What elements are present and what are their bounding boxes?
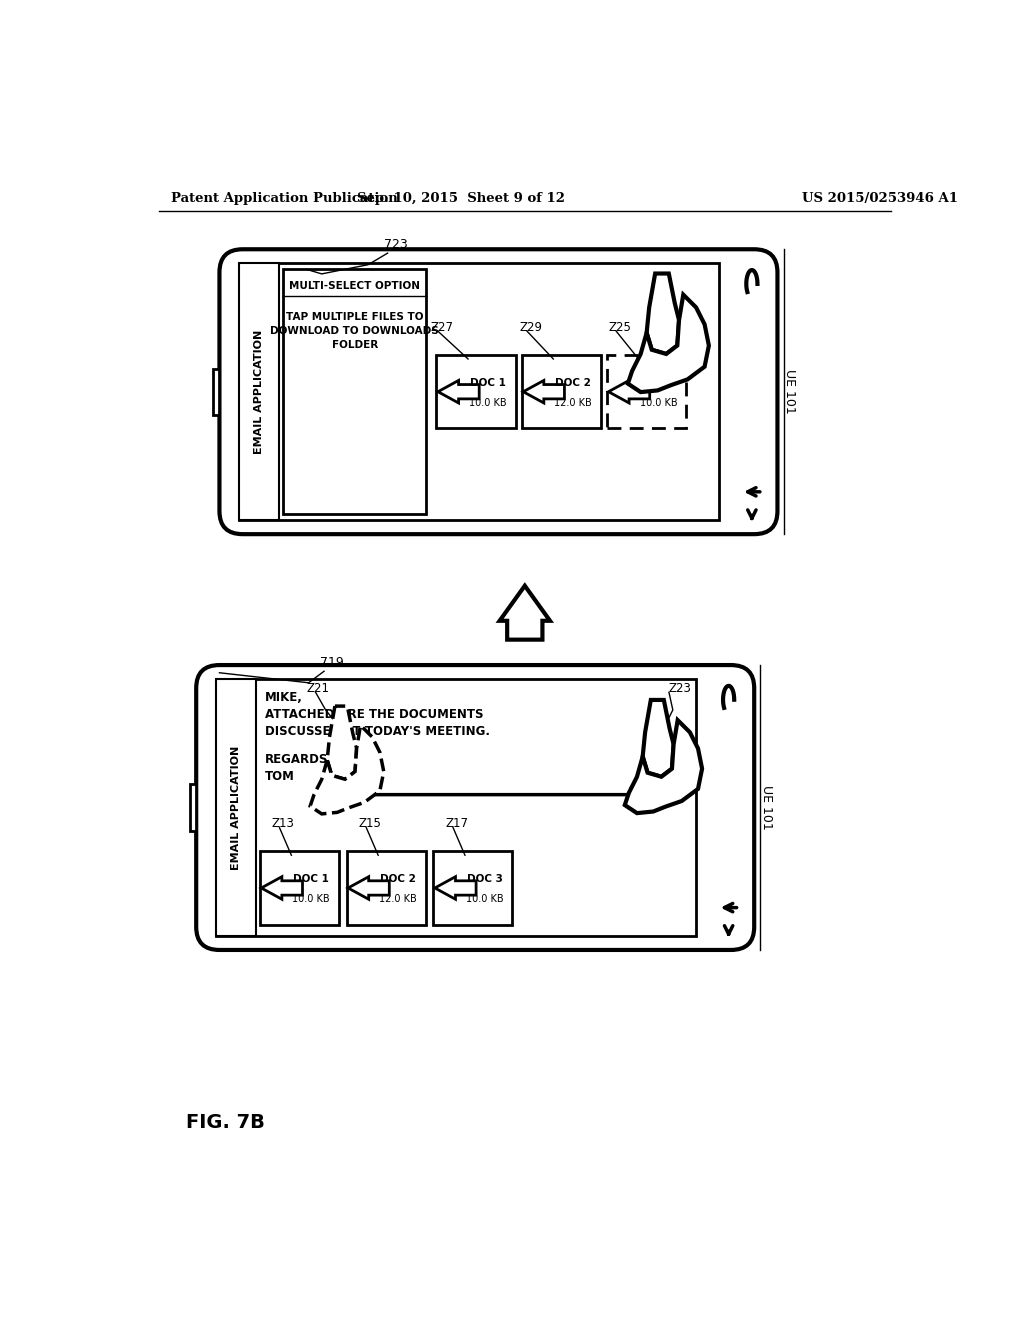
Text: 723: 723 [384, 238, 408, 251]
Text: ATTACHED ARE THE DOCUMENTS
DISCUSSED AT TODAY'S MEETING.: ATTACHED ARE THE DOCUMENTS DISCUSSED AT … [265, 708, 490, 738]
Polygon shape [646, 273, 679, 354]
Text: DOC 1: DOC 1 [470, 378, 506, 388]
Text: TAP MULTIPLE FILES TO
DOWNLOAD TO DOWNLOADS
FOLDER: TAP MULTIPLE FILES TO DOWNLOAD TO DOWNLO… [270, 312, 439, 350]
Text: DOC 1: DOC 1 [293, 874, 329, 884]
Text: Z27: Z27 [430, 321, 454, 334]
Bar [521, 355, 601, 428]
Bar [346, 851, 426, 924]
Bar [239, 263, 719, 520]
Bar [216, 678, 256, 936]
Bar [283, 269, 426, 515]
Text: DOC 2: DOC 2 [380, 874, 416, 884]
Bar [239, 263, 280, 520]
Bar [190, 784, 197, 830]
Text: DOC 3: DOC 3 [640, 378, 676, 388]
Text: Z23: Z23 [669, 681, 692, 694]
Text: 12.0 KB: 12.0 KB [379, 894, 417, 904]
Polygon shape [500, 586, 550, 640]
Text: MIKE,: MIKE, [265, 692, 303, 705]
Text: EMAIL APPLICATION: EMAIL APPLICATION [230, 746, 241, 870]
Polygon shape [628, 294, 709, 392]
Polygon shape [310, 726, 384, 814]
Bar [607, 355, 686, 428]
Bar [213, 368, 219, 414]
FancyBboxPatch shape [197, 665, 755, 950]
Polygon shape [608, 380, 649, 403]
Text: DOC 3: DOC 3 [467, 874, 503, 884]
Text: 10.0 KB: 10.0 KB [640, 397, 677, 408]
Text: UE 101: UE 101 [783, 370, 797, 414]
Polygon shape [438, 380, 479, 403]
Bar [436, 355, 515, 428]
Polygon shape [435, 876, 476, 899]
FancyBboxPatch shape [219, 249, 777, 535]
Text: Z29: Z29 [519, 321, 543, 334]
Bar [216, 678, 696, 936]
Text: Z21: Z21 [306, 681, 330, 694]
Text: MULTI-SELECT OPTION: MULTI-SELECT OPTION [289, 281, 420, 292]
Text: UE 101: UE 101 [760, 785, 773, 830]
Text: FIG. 7B: FIG. 7B [186, 1113, 265, 1133]
Text: 10.0 KB: 10.0 KB [466, 894, 504, 904]
Text: 719: 719 [321, 656, 344, 669]
Text: Patent Application Publication: Patent Application Publication [171, 191, 397, 205]
Text: Z25: Z25 [608, 321, 632, 334]
Polygon shape [261, 876, 302, 899]
Text: Sep. 10, 2015  Sheet 9 of 12: Sep. 10, 2015 Sheet 9 of 12 [357, 191, 565, 205]
Text: 12.0 KB: 12.0 KB [554, 397, 592, 408]
Polygon shape [328, 706, 356, 779]
Text: Z17: Z17 [445, 817, 468, 830]
Text: US 2015/0253946 A1: US 2015/0253946 A1 [802, 191, 958, 205]
Text: EMAIL APPLICATION: EMAIL APPLICATION [254, 330, 264, 454]
Polygon shape [348, 876, 389, 899]
Text: Z15: Z15 [358, 817, 381, 830]
Bar [260, 851, 339, 924]
Polygon shape [625, 721, 702, 813]
Text: 10.0 KB: 10.0 KB [469, 397, 507, 408]
Text: REGARDS,
TOM: REGARDS, TOM [265, 752, 333, 783]
Polygon shape [643, 700, 674, 776]
Text: 10.0 KB: 10.0 KB [292, 894, 330, 904]
Text: Z13: Z13 [271, 817, 295, 830]
Text: DOC 2: DOC 2 [555, 378, 591, 388]
Polygon shape [523, 380, 564, 403]
Bar [433, 851, 512, 924]
